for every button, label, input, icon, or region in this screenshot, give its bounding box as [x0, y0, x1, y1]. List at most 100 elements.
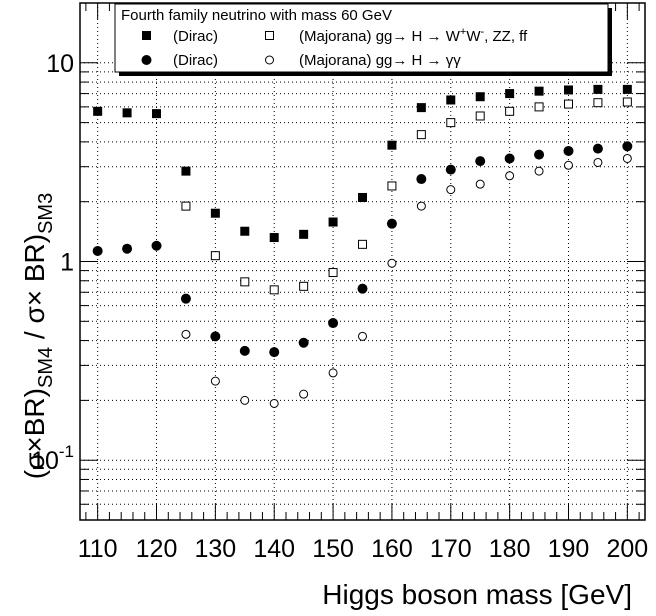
legend: Fourth family neutrino with mass 60 GeV … [114, 3, 612, 76]
point-majorana-gamma [210, 376, 220, 386]
point-dirac-ww [181, 166, 191, 176]
point-dirac-ww [152, 109, 162, 119]
x-tick-label: 130 [195, 535, 237, 563]
point-dirac-gamma [386, 218, 397, 229]
point-dirac-gamma [269, 347, 280, 358]
y-tick-label: 10-1 [31, 442, 74, 475]
point-dirac-gamma [328, 318, 339, 329]
x-tick-label: 160 [371, 535, 413, 563]
point-dirac-gamma [475, 156, 486, 167]
point-dirac-ww [122, 108, 132, 118]
x-tick-label: 110 [78, 535, 118, 563]
point-dirac-ww [299, 229, 309, 239]
point-dirac-gamma [534, 149, 545, 160]
x-tick-label: 140 [253, 535, 295, 563]
point-majorana-gamma [240, 395, 250, 405]
point-majorana-ww [563, 99, 573, 109]
point-dirac-gamma [151, 240, 162, 251]
point-majorana-ww [240, 277, 250, 287]
point-majorana-gamma [299, 389, 309, 399]
x-tick-label: 170 [430, 535, 472, 563]
y-tick-label: 10 [46, 50, 74, 78]
point-majorana-gamma [446, 185, 456, 195]
legend-marker-open-square [265, 31, 274, 40]
x-tick-label: 180 [489, 535, 531, 563]
point-majorana-gamma [416, 201, 426, 211]
legend-marker-filled-circle [141, 55, 152, 65]
point-dirac-gamma [180, 293, 191, 304]
point-majorana-ww [358, 239, 367, 249]
y-axis-ticks: 10-1 1 10 [31, 2, 645, 521]
point-majorana-gamma [328, 368, 338, 378]
point-majorana-ww [446, 118, 456, 128]
point-dirac-gamma [504, 153, 515, 164]
point-majorana-gamma [534, 166, 544, 176]
point-dirac-ww [563, 85, 573, 95]
x-tick-label: 200 [606, 535, 648, 563]
point-majorana-gamma [387, 258, 397, 268]
point-dirac-gamma [622, 141, 633, 152]
point-majorana-ww [210, 251, 220, 261]
legend-marker-open-circle [265, 55, 274, 65]
x-axis-title: Higgs boson mass [GeV] [322, 579, 632, 610]
point-majorana-gamma [505, 171, 515, 181]
point-majorana-gamma [358, 331, 367, 341]
legend-marker-filled-square [142, 31, 151, 40]
grid-lines [80, 2, 645, 521]
y-axis-title: (σ×BR)SM4 / σ× BR)SM3 [19, 193, 57, 479]
x-tick-label: 150 [312, 535, 354, 563]
point-dirac-ww [240, 226, 250, 236]
point-majorana-ww [534, 102, 544, 112]
point-majorana-ww [387, 181, 397, 191]
point-majorana-ww [269, 285, 279, 295]
point-dirac-gamma [445, 164, 456, 175]
point-dirac-gamma [210, 331, 221, 342]
point-dirac-gamma [357, 283, 368, 294]
point-dirac-ww [358, 192, 367, 202]
point-dirac-ww [269, 233, 279, 243]
point-majorana-ww [475, 111, 485, 121]
legend-box [114, 3, 609, 73]
data-points [92, 84, 633, 408]
point-dirac-gamma [416, 174, 427, 185]
point-dirac-gamma [239, 345, 250, 356]
point-majorana-gamma [475, 179, 485, 189]
x-tick-label: 120 [136, 535, 178, 563]
point-majorana-gamma [269, 398, 279, 408]
point-majorana-ww [181, 201, 191, 211]
point-dirac-ww [534, 86, 544, 96]
point-dirac-ww [475, 92, 485, 102]
point-dirac-gamma [122, 243, 133, 254]
legend-label-dirac-1: (Dirac) [173, 28, 218, 45]
legend-label-dirac-2: (Dirac) [173, 52, 218, 69]
x-axis-ticks: 110 120 130 140 150 160 170 180 190 200 [78, 3, 648, 563]
point-majorana-gamma [622, 153, 632, 163]
point-majorana-gamma [593, 157, 603, 167]
point-dirac-ww [505, 89, 515, 99]
point-majorana-ww [593, 98, 603, 108]
point-dirac-ww [210, 208, 220, 218]
y-tick-label: 1 [60, 249, 74, 277]
point-majorana-gamma [563, 160, 573, 170]
legend-title: Fourth family neutrino with mass 60 GeV [121, 7, 392, 24]
point-dirac-ww [416, 103, 426, 113]
point-majorana-gamma [181, 329, 191, 339]
point-majorana-ww [416, 130, 426, 140]
point-dirac-ww [93, 106, 103, 116]
legend-label-majorana-ww: (Majorana) gg→ H → W+W-, ZZ, ff [299, 26, 528, 45]
point-dirac-ww [446, 95, 456, 105]
point-dirac-gamma [592, 143, 603, 154]
point-majorana-ww [622, 97, 632, 107]
point-majorana-ww [505, 106, 515, 116]
point-dirac-gamma [92, 245, 103, 256]
point-majorana-ww [328, 268, 338, 278]
x-tick-label: 190 [548, 535, 590, 563]
legend-label-majorana-gamma: (Majorana) gg→ H → γγ [299, 52, 461, 69]
point-dirac-ww [593, 84, 603, 94]
point-dirac-ww [328, 217, 338, 227]
point-majorana-ww [299, 281, 309, 291]
point-dirac-gamma [298, 337, 309, 348]
point-dirac-ww [622, 84, 632, 94]
point-dirac-gamma [563, 145, 574, 156]
